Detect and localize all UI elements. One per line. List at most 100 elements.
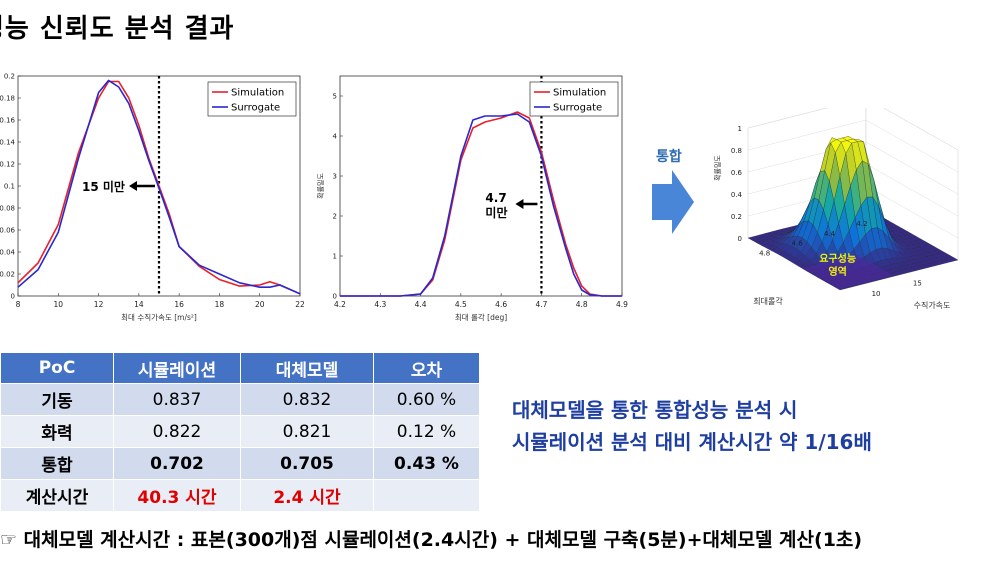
col-header-simulation: 시뮬레이션 bbox=[113, 352, 241, 384]
x-tick-label: 4.7 bbox=[535, 300, 547, 309]
simulation-cell: 40.3 시간 bbox=[113, 479, 241, 512]
y-tick-label: 0 bbox=[333, 293, 337, 301]
threshold-label-line2: 미만 bbox=[485, 205, 507, 220]
z-gridline bbox=[747, 108, 959, 151]
y-tick-label: 0.16 bbox=[0, 117, 16, 125]
row-label: 계산시간 bbox=[0, 479, 114, 512]
col-header-poc: PoC bbox=[0, 352, 114, 384]
y-tick-label: 0.02 bbox=[0, 271, 15, 279]
summary-text: 대체모델을 통한 통합성능 분석 시 시뮬레이션 분석 대비 계산시간 약 1/… bbox=[512, 394, 872, 458]
table-row: 화력 0.822 0.821 0.12 % bbox=[0, 415, 480, 448]
roll-tick-label: 4.4 bbox=[824, 230, 836, 238]
z-tick-label: 0.6 bbox=[731, 169, 743, 177]
y-tick-label: 0.1 bbox=[4, 183, 15, 191]
col-header-surrogate: 대체모델 bbox=[240, 352, 374, 384]
row-label: 화력 bbox=[0, 415, 114, 448]
accel-tick-label: 10 bbox=[872, 290, 881, 298]
threshold-arrow-head bbox=[129, 181, 137, 191]
x-tick-label: 8 bbox=[16, 300, 21, 309]
z-tick-label: 0.8 bbox=[731, 147, 742, 155]
legend-box bbox=[529, 81, 619, 117]
x-tick-label: 4.8 bbox=[576, 300, 588, 309]
z-gridline bbox=[747, 141, 959, 195]
x-tick-label: 4.3 bbox=[374, 300, 386, 309]
x-tick-label: 4.6 bbox=[495, 300, 507, 309]
x-tick-label: 4.5 bbox=[455, 300, 467, 309]
surrogate-cell: 2.4 시간 bbox=[240, 479, 374, 512]
y-tick-label: 0.06 bbox=[0, 227, 16, 235]
accel-axis-label: 수직가속도 bbox=[914, 300, 951, 310]
x-tick-label: 16 bbox=[174, 300, 184, 309]
roll-pdf-chart: 4.2 4.3 4.4 4.5 4.6 4.7 4.8 4.9 0 1 2 3 4 5 최대 롤각 [deg… bbox=[316, 75, 628, 322]
y-tick-label: 2 bbox=[333, 213, 337, 221]
x-tick-label: 20 bbox=[255, 300, 265, 309]
z-tick-label: 0.2 bbox=[731, 213, 742, 221]
x-tick-label: 18 bbox=[215, 300, 225, 309]
z-gridline bbox=[747, 119, 959, 173]
threshold-label: 15 미만 bbox=[82, 179, 125, 194]
x-tick-label: 10 bbox=[54, 300, 64, 309]
footnote: ☞ 대체모델 계산시간 : 표본(300개)점 시뮬레이션(2.4시간) + 대… bbox=[0, 529, 863, 551]
error-cell bbox=[373, 479, 480, 512]
y-tick-label: 0.14 bbox=[0, 139, 16, 147]
y-tick-label: 0.12 bbox=[0, 161, 15, 169]
roll-tick-label: 4.2 bbox=[856, 220, 867, 228]
x-tick-label: 4.9 bbox=[616, 300, 628, 309]
x-tick-label: 4.2 bbox=[334, 300, 346, 309]
summary-line-1: 대체모델을 통한 통합성능 분석 시 bbox=[512, 398, 798, 422]
results-table: PoC 시뮬레이션 대체모델 오차 기동 0.837 0.832 0.60 % … bbox=[0, 352, 480, 512]
legend-box bbox=[207, 81, 297, 117]
accel-pdf-chart: 8 10 12 14 16 18 20 22 0 0.02 0.04 0.06 0.08 0.1 0.12 0… bbox=[0, 73, 305, 323]
y-tick-label: 0.2 bbox=[4, 73, 15, 81]
y-tick-label: 0 bbox=[11, 293, 15, 301]
y-tick-label: 1 bbox=[333, 253, 337, 261]
x-tick-label: 4.4 bbox=[415, 300, 427, 309]
series-line-surrogate bbox=[340, 113, 622, 297]
simulation-cell: 0.837 bbox=[113, 383, 241, 416]
y-tick-label: 3 bbox=[333, 173, 337, 181]
accel-tick-label: 15 bbox=[913, 280, 922, 288]
legend-label: Surrogate bbox=[553, 103, 602, 114]
legend-label: Simulation bbox=[231, 88, 284, 99]
error-cell: 0.43 % bbox=[373, 447, 480, 480]
row-label: 통합 bbox=[0, 447, 114, 480]
table-row: 기동 0.837 0.832 0.60 % bbox=[0, 383, 480, 416]
x-tick-label: 14 bbox=[134, 300, 144, 309]
threshold-label-line1: 4.7 bbox=[485, 191, 506, 205]
z-tick-label: 1 bbox=[738, 125, 742, 133]
legend-label: Surrogate bbox=[231, 103, 280, 114]
surrogate-cell: 0.821 bbox=[240, 415, 374, 448]
series-line-surrogate bbox=[17, 79, 301, 295]
error-cell: 0.12 % bbox=[373, 415, 480, 448]
y-tick-label: 0.18 bbox=[0, 95, 15, 103]
simulation-cell: 0.822 bbox=[113, 415, 241, 448]
integration-label: 통합 bbox=[656, 149, 682, 165]
y-tick-label: 4 bbox=[333, 133, 338, 141]
region-label-line2: 영역 bbox=[828, 265, 846, 278]
table-row: 통합 0.702 0.705 0.43 % bbox=[0, 447, 480, 480]
y-tick-label: 0.04 bbox=[0, 249, 16, 257]
threshold-arrow-head bbox=[515, 199, 524, 209]
integration-arrow-icon bbox=[652, 170, 694, 234]
col-header-error: 오차 bbox=[373, 352, 480, 384]
table-row: 계산시간 40.3 시간 2.4 시간 bbox=[0, 479, 480, 512]
surrogate-cell: 0.705 bbox=[240, 447, 374, 480]
requirement-region bbox=[803, 254, 894, 289]
roll-tick-label: 4.8 bbox=[759, 249, 770, 257]
z-axis-label: 확률밀도 bbox=[713, 155, 722, 181]
x-axis-label: 최대 롤각 [deg] bbox=[455, 312, 507, 322]
region-label-line1: 요구성능 bbox=[819, 252, 856, 265]
z-tick-label: 0 bbox=[738, 235, 742, 243]
roll-tick-label: 4.6 bbox=[792, 240, 804, 248]
error-cell: 0.60 % bbox=[373, 383, 480, 416]
simulation-cell: 0.702 bbox=[113, 447, 241, 480]
x-axis-label: 최대 수직가속도 [m/s²] bbox=[121, 312, 197, 322]
table-header-row: PoC 시뮬레이션 대체모델 오차 bbox=[0, 352, 480, 384]
legend-label: Simulation bbox=[553, 88, 606, 99]
page-title: 성능 신뢰도 분석 결과 bbox=[0, 14, 235, 44]
row-label: 기동 bbox=[0, 383, 114, 416]
x-tick-label: 22 bbox=[295, 300, 305, 309]
x-tick-label: 12 bbox=[94, 300, 104, 309]
series-line-simulation bbox=[340, 111, 622, 297]
